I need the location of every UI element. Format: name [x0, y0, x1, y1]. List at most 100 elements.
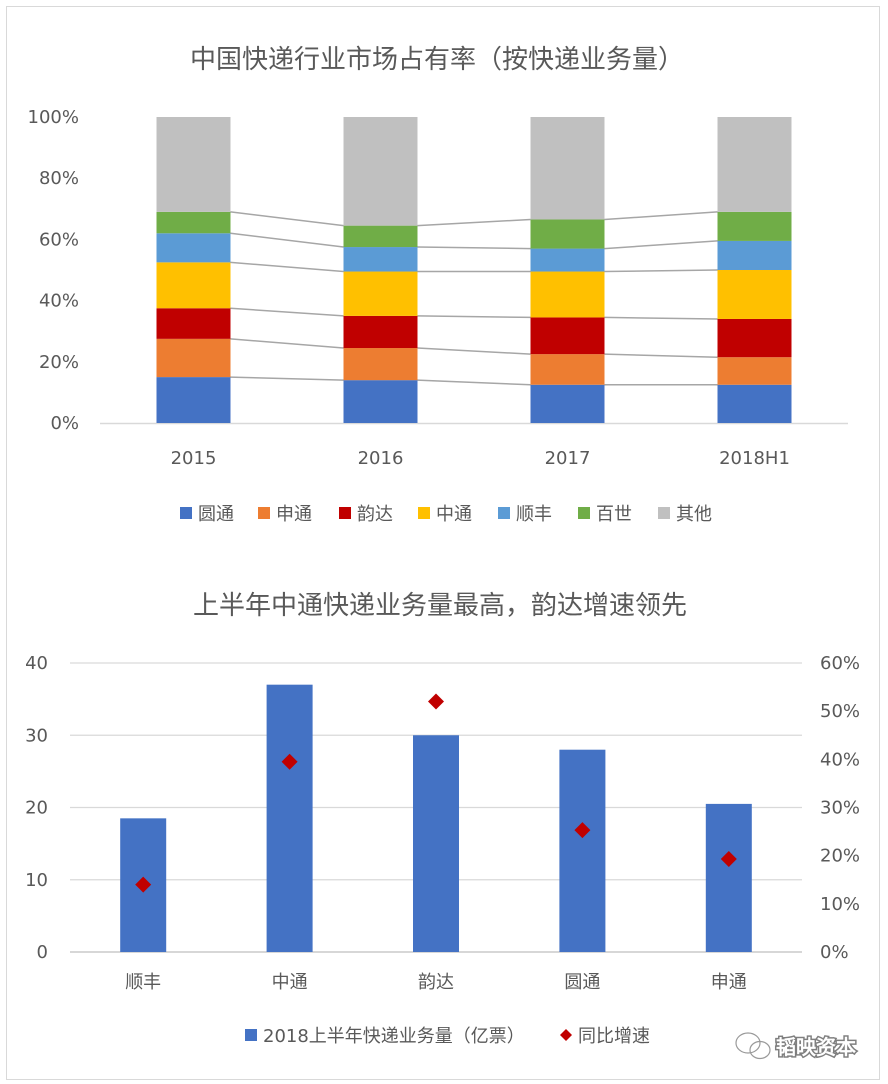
chart1-x-tick-label: 2015 — [171, 448, 217, 469]
chart1-bar-segment — [717, 357, 792, 385]
chart2-right-y-ticks: 0% 10% 20% 30% 40% 50% 60% — [820, 653, 860, 963]
chart1-connector-line — [230, 211, 344, 227]
chart1-connector-line — [417, 246, 531, 250]
chart1-bar-segment — [530, 354, 605, 385]
wechat-icon — [734, 1031, 772, 1060]
chart2-legend-point-swatch — [560, 1029, 572, 1041]
chart2-legend-label: 2018上半年快递业务量（亿票） — [263, 1026, 525, 1047]
chart1-bar-segment — [343, 225, 418, 248]
chart1-connector-line — [230, 261, 344, 273]
chart1-x-tick-label: 2017 — [545, 448, 591, 469]
chart1-bar-segment — [717, 117, 792, 212]
chart1-connector-line — [604, 240, 718, 250]
chart1-bar-segment — [156, 377, 231, 423]
chart1-connector-lines — [230, 211, 718, 386]
watermark-text: 韬映资本 — [776, 1035, 856, 1059]
chart1-connector-line — [604, 353, 718, 358]
chart2-growth-point — [428, 693, 444, 710]
chart1-bar-segment — [343, 315, 418, 349]
chart1-bar-segment — [717, 384, 792, 423]
chart2-x-tick-label: 顺丰 — [125, 972, 161, 993]
chart2-right-y-tick-label: 40% — [820, 749, 860, 770]
chart1-bar-segment — [717, 211, 792, 241]
chart2-legend-bar-swatch — [245, 1029, 257, 1041]
chart1-bar-segment — [530, 384, 605, 423]
chart1-bars — [156, 117, 792, 423]
chart1-bar-segment — [717, 318, 792, 358]
chart1-bar-segment — [156, 211, 231, 234]
chart1-bar-segment — [343, 247, 418, 272]
chart1-bar-segment — [717, 240, 792, 270]
chart2-right-y-tick-label: 20% — [820, 846, 860, 867]
chart2-left-y-ticks: 0 10 20 30 40 — [25, 653, 48, 963]
chart1-legend-label: 百世 — [596, 504, 632, 525]
chart1-connector-line — [417, 379, 531, 386]
chart1-bar-segment — [530, 271, 605, 318]
chart1-bar-segment — [156, 262, 231, 309]
chart1-connector-line — [604, 316, 718, 320]
chart1-bar-segment — [156, 117, 231, 212]
chart1-legend-swatch — [498, 507, 510, 519]
chart2-left-y-tick-label: 0 — [37, 942, 48, 963]
chart1-legend-swatch — [418, 507, 430, 519]
chart1-bar-segment — [343, 117, 418, 226]
chart1-legend-label: 圆通 — [198, 504, 234, 525]
chart1-bar-segment — [343, 380, 418, 423]
chart1-y-tick-label: 100% — [28, 107, 79, 128]
chart2-growth-points — [135, 693, 737, 893]
chart1-connector-line — [230, 338, 344, 349]
chart1-legend-swatch — [578, 507, 590, 519]
chart1-legend-swatch — [339, 507, 351, 519]
chart2-left-y-tick-label: 10 — [25, 870, 48, 891]
chart1-legend-swatch — [180, 507, 192, 519]
chart1-bar-segment — [156, 233, 231, 263]
chart1-connector-line — [604, 211, 718, 221]
chart2-bar — [559, 749, 606, 952]
chart1-connector-line — [230, 232, 344, 248]
chart1-y-tick-label: 60% — [39, 229, 79, 250]
chart2-x-tick-label: 中通 — [272, 972, 308, 993]
chart1-connector-line — [604, 269, 718, 273]
chart1-title: 中国快递行业市场占有率（按快递业务量） — [190, 45, 684, 75]
chart1-legend-label: 韵达 — [357, 504, 393, 525]
chart1-connector-line — [417, 218, 531, 227]
chart1-connector-line — [230, 376, 344, 381]
chart1-bar-segment — [343, 348, 418, 381]
chart2-left-y-tick-label: 30 — [25, 725, 48, 746]
watermark: 韬映资本 — [734, 1031, 858, 1061]
chart1-y-tick-label: 20% — [39, 352, 79, 373]
chart1-bar-segment — [343, 271, 418, 316]
chart1-connector-line — [230, 307, 344, 317]
chart2-growth-point — [281, 753, 298, 770]
chart1-connector-line — [417, 347, 531, 355]
chart2-bar — [413, 735, 459, 952]
chart2-growth-point — [135, 876, 152, 893]
chart2-left-y-tick-label: 20 — [25, 798, 48, 819]
chart1-y-tick-label: 40% — [39, 291, 79, 312]
chart2-x-tick-label: 韵达 — [418, 972, 454, 993]
volume-growth-chart: 上半年中通快递业务量最高，韵达增速领先 0 10 20 30 40 0% 10% 20% 30… — [25, 591, 860, 1047]
chart1-legend-label: 申通 — [276, 504, 312, 525]
chart1-legend: 圆通 申通 韵达 中通 顺丰 百世 其他 — [180, 504, 712, 525]
chart2-bars — [120, 684, 752, 952]
chart1-x-tick-label: 2018H1 — [719, 448, 790, 469]
chart1-connector-line — [417, 315, 531, 319]
chart2-bar — [705, 803, 752, 952]
chart2-left-y-tick-label: 40 — [25, 653, 48, 674]
market-share-chart: 中国快递行业市场占有率（按快递业务量） 0% 20% 40% 60% 80% 100% 2… — [28, 45, 848, 525]
chart2-right-y-tick-label: 10% — [820, 894, 860, 915]
chart1-bar-segment — [530, 248, 605, 272]
chart2-x-ticks: 顺丰 中通 韵达 圆通 申通 — [125, 972, 747, 993]
chart1-bar-segment — [717, 270, 792, 319]
chart1-bar-segment — [530, 317, 605, 355]
chart2-bar — [266, 684, 313, 952]
chart1-legend-label: 其他 — [676, 504, 712, 525]
chart1-x-ticks: 2015 2016 2017 2018H1 — [171, 448, 790, 469]
chart2-right-y-tick-label: 0% — [820, 942, 849, 963]
chart1-legend-swatch — [258, 507, 270, 519]
chart1-bar-segment — [156, 308, 231, 339]
chart1-y-ticks: 0% 20% 40% 60% 80% 100% — [28, 107, 79, 434]
chart2-title: 上半年中通快递业务量最高，韵达增速领先 — [193, 591, 687, 621]
chart1-bar-segment — [156, 338, 231, 378]
